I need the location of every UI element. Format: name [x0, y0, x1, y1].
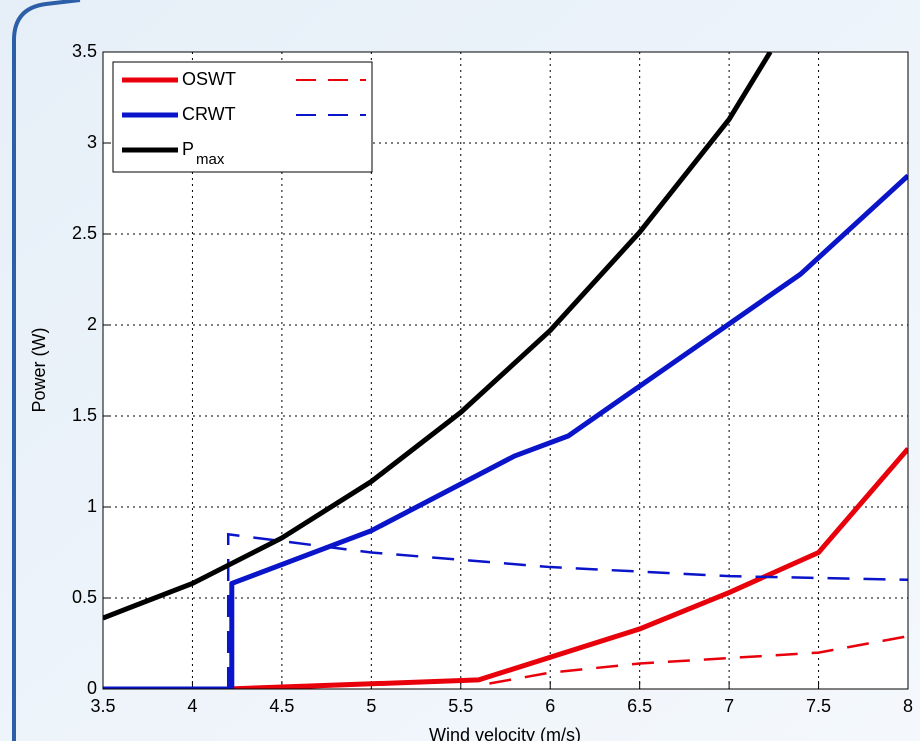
y-tick-label: 1.5: [72, 405, 97, 425]
legend-subscript: max: [196, 151, 225, 168]
x-tick-label: 7: [724, 696, 734, 716]
x-tick-label: 5: [366, 696, 376, 716]
line: [103, 173, 908, 689]
line: [103, 447, 908, 689]
x-tick-label: 4.5: [269, 696, 294, 716]
x-tick-label: 6: [545, 696, 555, 716]
x-tick-label: 4: [187, 696, 197, 716]
y-tick-label: 1: [87, 496, 97, 516]
y-tick-label: 3: [87, 132, 97, 152]
y-tick-label: 0.5: [72, 587, 97, 607]
y-tick-label: 0: [87, 678, 97, 698]
dashed-line: [489, 634, 908, 685]
x-tick-label: 3.5: [90, 696, 115, 716]
x-tick-label: 7.5: [806, 696, 831, 716]
y-tick-label: 2.5: [72, 223, 97, 243]
legend-label: CRWT: [182, 104, 236, 124]
x-tick-label: 5.5: [448, 696, 473, 716]
slide-border: [12, 0, 81, 741]
legend-label: OSWT: [182, 69, 236, 89]
legend-label: P: [182, 139, 194, 159]
y-axis-label: Power (W): [29, 328, 49, 413]
plot-frame: [102, 51, 909, 690]
x-axis-label: Wind velocity (m/s): [429, 725, 581, 741]
line: [103, 52, 773, 621]
x-tick-label: 6.5: [627, 696, 652, 716]
x-tick-label: 8: [903, 696, 913, 716]
y-tick-label: 2: [87, 314, 97, 334]
dashed-line: [226, 532, 908, 689]
y-tick-label: 3.5: [72, 41, 97, 61]
